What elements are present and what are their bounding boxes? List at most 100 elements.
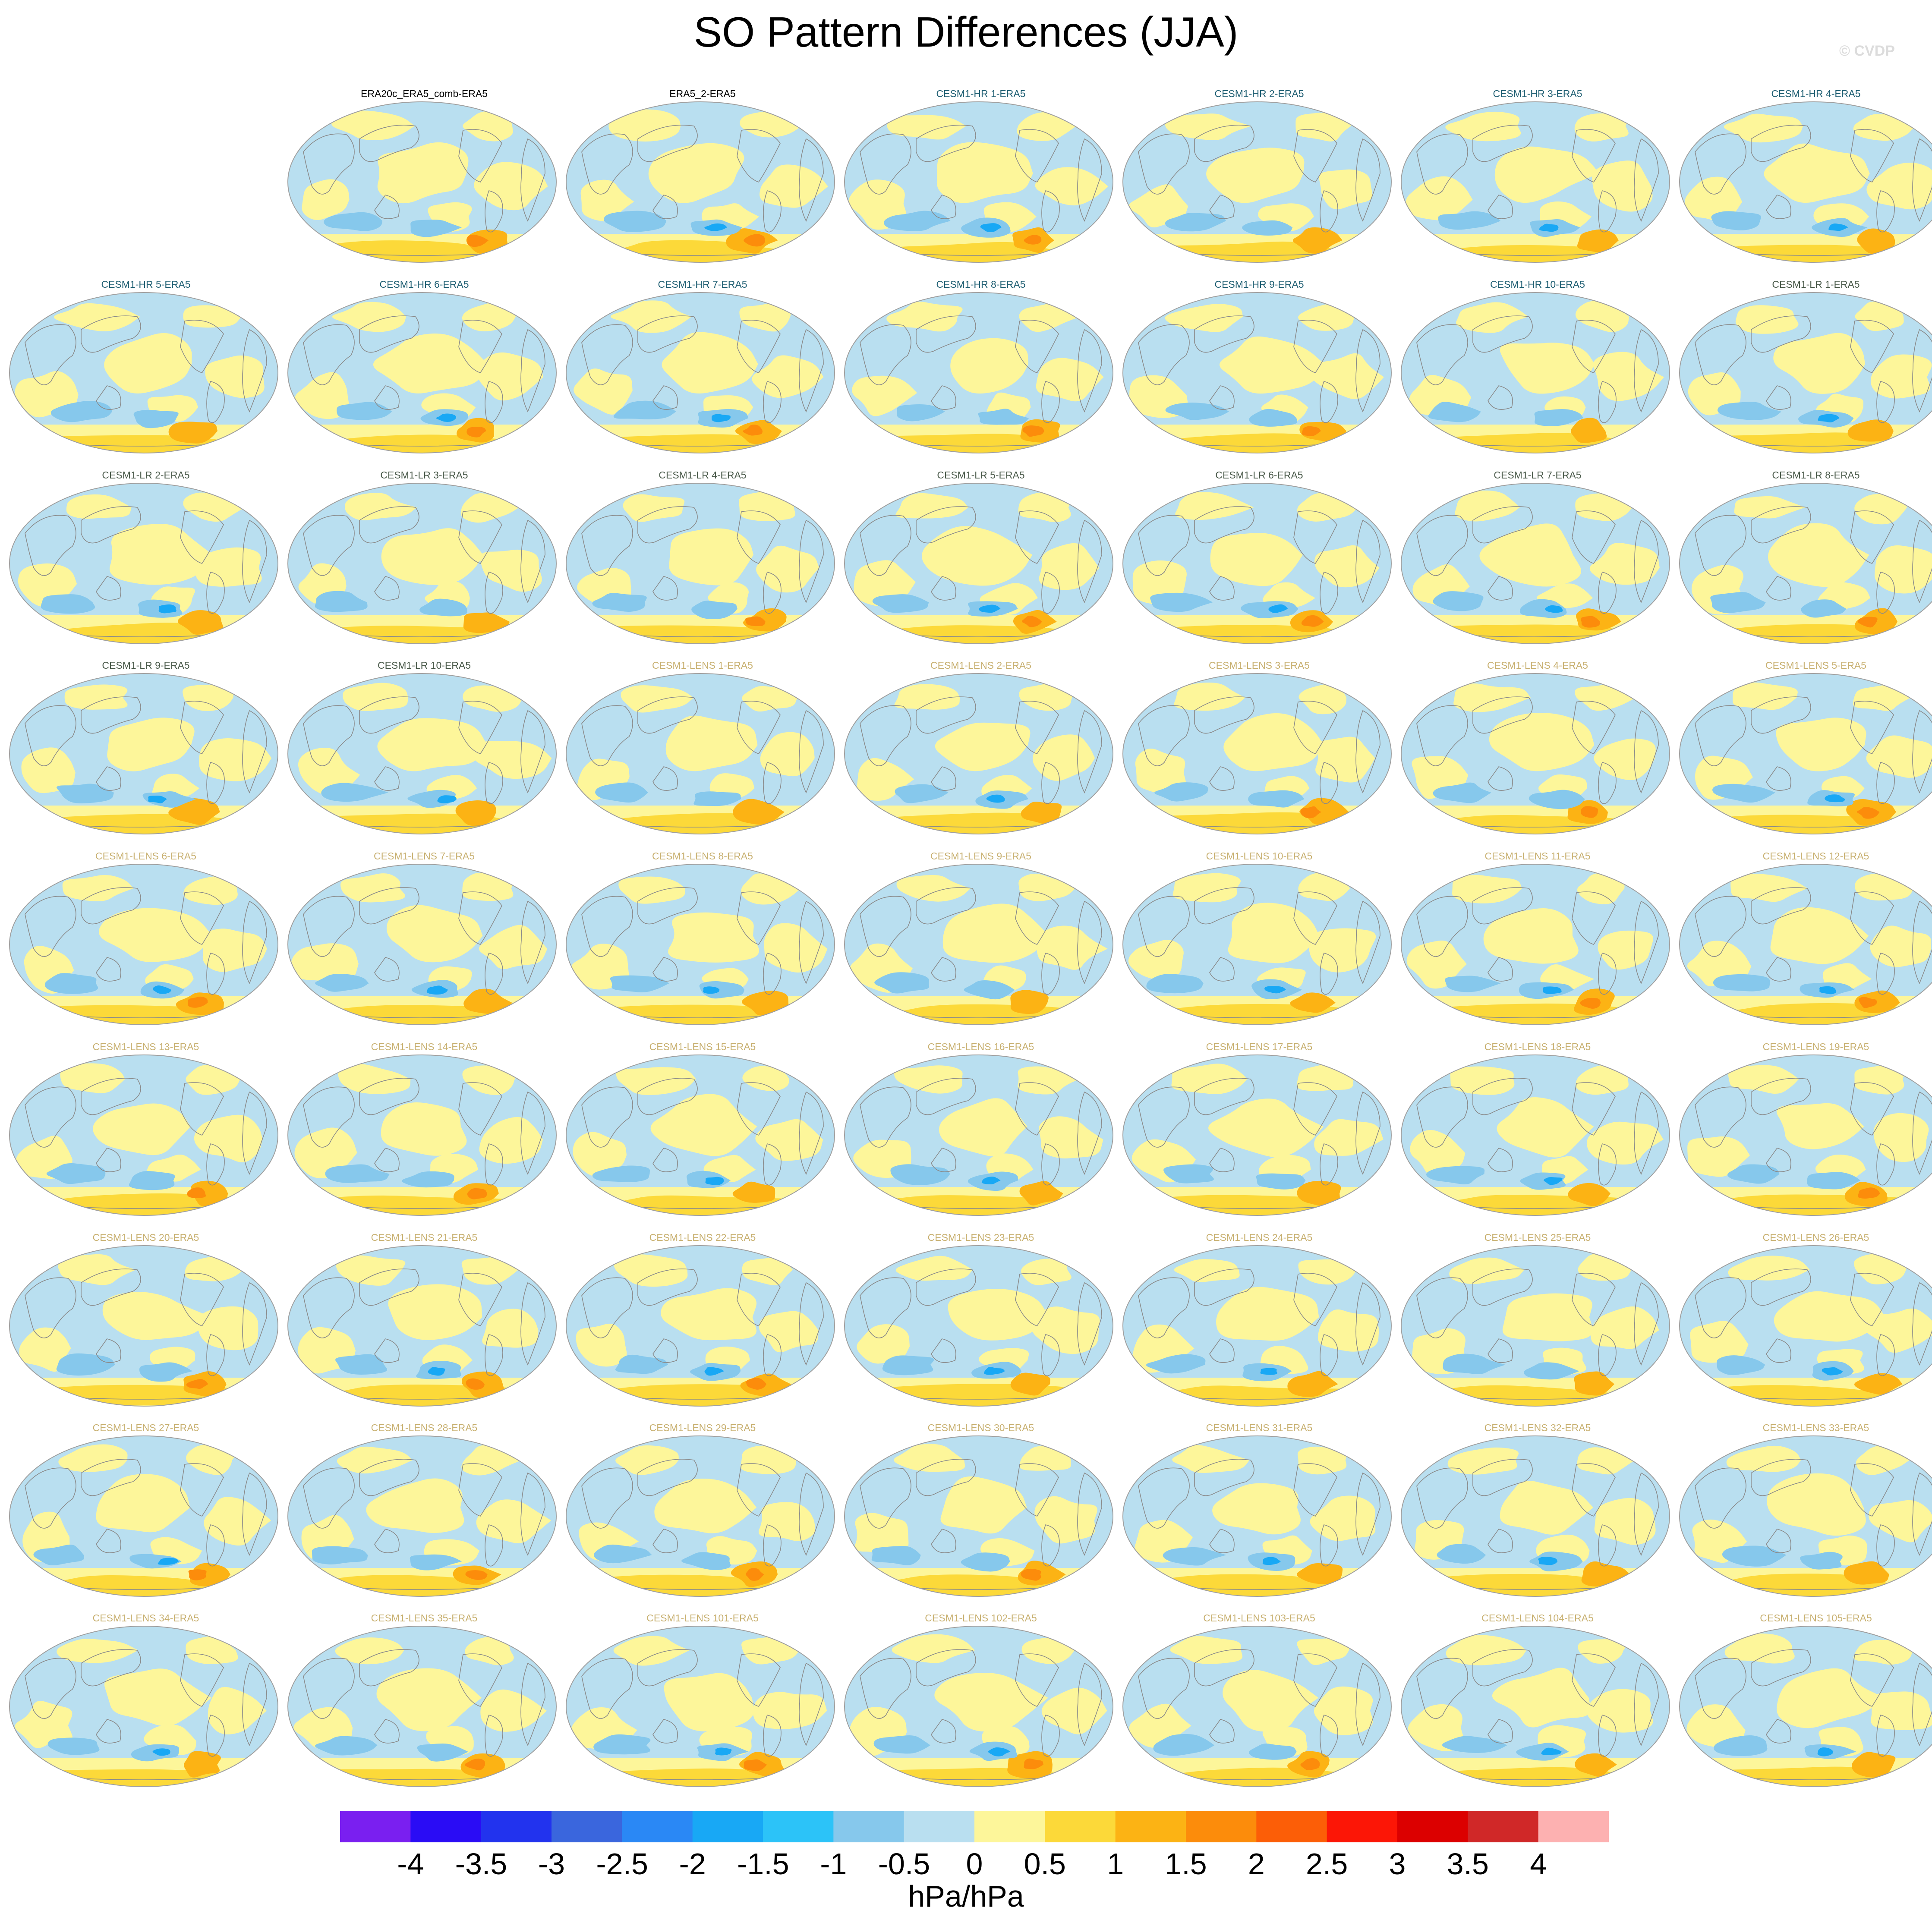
colorbar-tick-label: -4 [397, 1847, 424, 1881]
map-panel: CESM1-LENS 20-ERA5 [8, 1231, 284, 1416]
map-panel: CESM1-LENS 35-ERA5 [286, 1612, 562, 1797]
panel-title: CESM1-HR 4-ERA5 [1771, 88, 1861, 99]
colorbar-swatch [552, 1811, 622, 1842]
panel-title: CESM1-LENS 35-ERA5 [371, 1612, 478, 1624]
panel-title: CESM1-LENS 18-ERA5 [1484, 1041, 1591, 1052]
map-image [844, 673, 1113, 834]
panel-title: CESM1-LR 10-ERA5 [377, 660, 471, 671]
map-image [1122, 1626, 1392, 1787]
colorbar-swatch [763, 1811, 834, 1842]
map-panel: CESM1-LR 3-ERA5 [286, 469, 562, 654]
map-image [9, 1435, 278, 1597]
map-panel: CESM1-LENS 23-ERA5 [843, 1231, 1119, 1416]
map-image [1122, 101, 1392, 263]
map-image [1401, 673, 1670, 834]
map-image [1401, 1054, 1670, 1216]
map-panel: CESM1-LENS 19-ERA5 [1678, 1040, 1932, 1226]
map-panel: CESM1-LENS 24-ERA5 [1121, 1231, 1397, 1416]
map-image [566, 483, 835, 644]
panel-title: ERA20c_ERA5_comb-ERA5 [360, 88, 488, 99]
panel-title: CESM1-LENS 8-ERA5 [652, 850, 753, 862]
panel-title: CESM1-LENS 19-ERA5 [1762, 1041, 1869, 1052]
map-panel: CESM1-LENS 21-ERA5 [286, 1231, 562, 1416]
map-image [1401, 101, 1670, 263]
map-panel: CESM1-LENS 13-ERA5 [8, 1040, 284, 1226]
map-panel: CESM1-LENS 105-ERA5 [1678, 1612, 1932, 1797]
colorbar-tick-label: -3.5 [455, 1847, 507, 1881]
colorbar-swatch [974, 1811, 1045, 1842]
map-panel: CESM1-LENS 28-ERA5 [286, 1421, 562, 1607]
panel-title: CESM1-LENS 3-ERA5 [1209, 660, 1310, 671]
map-image [9, 864, 278, 1025]
map-panel: CESM1-LR 8-ERA5 [1678, 469, 1932, 654]
colorbar-swatches [340, 1811, 1609, 1842]
panel-title: CESM1-LR 5-ERA5 [937, 469, 1025, 481]
map-image [844, 1626, 1113, 1787]
panel-title: CESM1-LENS 104-ERA5 [1481, 1612, 1594, 1624]
colorbar-tick-label: 2 [1248, 1847, 1265, 1881]
colorbar-swatch [1397, 1811, 1468, 1842]
map-panel: CESM1-HR 6-ERA5 [286, 278, 562, 463]
map-image [9, 483, 278, 644]
colorbar-tick-label: 0 [966, 1847, 983, 1881]
map-image [287, 292, 557, 453]
panel-title: CESM1-LENS 15-ERA5 [649, 1041, 756, 1052]
panel-title: CESM1-LENS 9-ERA5 [930, 850, 1031, 862]
map-image [287, 1054, 557, 1216]
panel-title: CESM1-HR 2-ERA5 [1214, 88, 1304, 99]
colorbar-tick-label: 0.5 [1024, 1847, 1066, 1881]
map-image [1679, 1054, 1932, 1216]
panel-title: CESM1-LR 1-ERA5 [1772, 279, 1860, 290]
colorbar-swatch [692, 1811, 763, 1842]
colorbar-swatch [1256, 1811, 1327, 1842]
map-panel: CESM1-LENS 25-ERA5 [1399, 1231, 1676, 1416]
map-image [1401, 1435, 1670, 1597]
map-panel: CESM1-LENS 11-ERA5 [1399, 850, 1676, 1035]
map-image [1122, 1435, 1392, 1597]
map-panel: CESM1-LENS 18-ERA5 [1399, 1040, 1676, 1226]
panel-title: CESM1-LENS 34-ERA5 [92, 1612, 199, 1624]
map-panel: CESM1-LENS 101-ERA5 [564, 1612, 841, 1797]
colorbar-tick-label: -3 [538, 1847, 565, 1881]
panel-title: CESM1-LENS 1-ERA5 [652, 660, 753, 671]
map-image [566, 673, 835, 834]
colorbar-swatch [410, 1811, 482, 1842]
map-image [1679, 864, 1932, 1025]
map-panel: CESM1-LR 10-ERA5 [286, 659, 562, 844]
panel-title: CESM1-LENS 31-ERA5 [1206, 1422, 1313, 1433]
map-panel: CESM1-LENS 4-ERA5 [1399, 659, 1676, 844]
panel-title: CESM1-LR 7-ERA5 [1494, 469, 1582, 481]
colorbar-swatch [340, 1811, 411, 1842]
map-panel: CESM1-LENS 8-ERA5 [564, 850, 841, 1035]
map-panel: CESM1-HR 10-ERA5 [1399, 278, 1676, 463]
map-image [1122, 1245, 1392, 1407]
panel-title: CESM1-LENS 103-ERA5 [1203, 1612, 1315, 1624]
map-image [1122, 673, 1392, 834]
map-image [287, 1626, 557, 1787]
panel-title: CESM1-LENS 27-ERA5 [92, 1422, 199, 1433]
map-panel: CESM1-HR 7-ERA5 [564, 278, 841, 463]
map-image [287, 1435, 557, 1597]
colorbar-tick-label: 1 [1107, 1847, 1124, 1881]
colorbar-tick-label: 3.5 [1447, 1847, 1489, 1881]
map-image [1122, 864, 1392, 1025]
map-panel: CESM1-LENS 16-ERA5 [843, 1040, 1119, 1226]
map-image [844, 864, 1113, 1025]
map-image [1679, 483, 1932, 644]
colorbar-tick-label: -2.5 [596, 1847, 648, 1881]
map-panel: CESM1-LENS 7-ERA5 [286, 850, 562, 1035]
panel-title: CESM1-HR 6-ERA5 [379, 279, 469, 290]
map-panel: CESM1-HR 9-ERA5 [1121, 278, 1397, 463]
colorbar-swatch [1327, 1811, 1398, 1842]
map-panel: CESM1-LENS 27-ERA5 [8, 1421, 284, 1607]
panel-title: CESM1-LR 8-ERA5 [1772, 469, 1860, 481]
credit-watermark: © CVDP [1839, 43, 1895, 59]
map-panel: CESM1-LENS 34-ERA5 [8, 1612, 284, 1797]
colorbar-tick-label: -2 [679, 1847, 706, 1881]
colorbar-tick-label: 3 [1389, 1847, 1406, 1881]
map-panel: CESM1-LENS 15-ERA5 [564, 1040, 841, 1226]
panel-title: CESM1-LENS 11-ERA5 [1484, 850, 1591, 862]
map-panel: CESM1-LENS 102-ERA5 [843, 1612, 1119, 1797]
map-panel: ERA5_2-ERA5 [564, 87, 841, 273]
panel-title: CESM1-LR 6-ERA5 [1215, 469, 1303, 481]
